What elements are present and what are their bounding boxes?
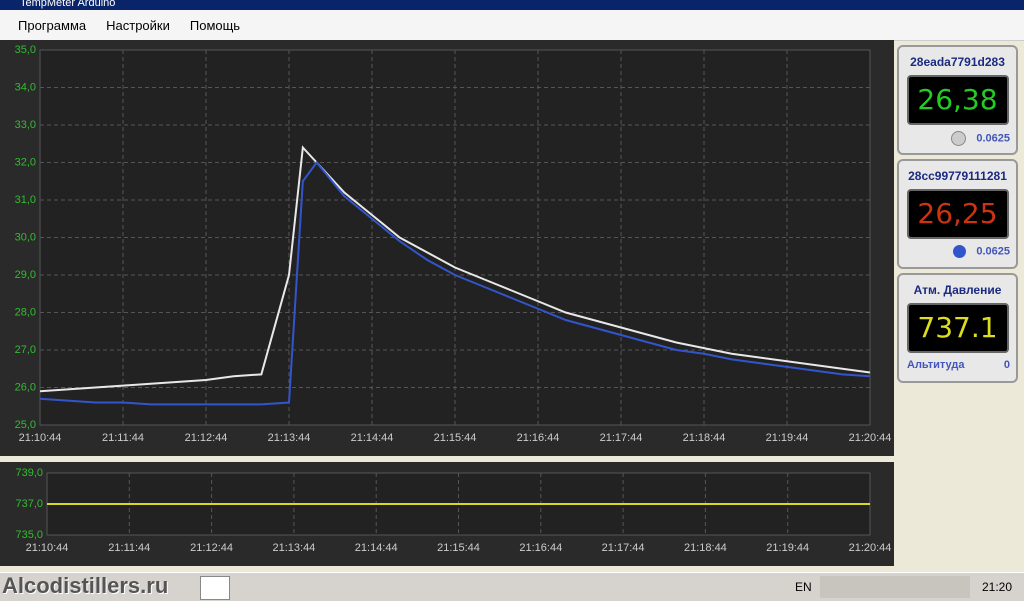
menu-item[interactable]: Помощь xyxy=(189,18,241,33)
x-tick-label: 21:11:44 xyxy=(102,432,144,444)
menu-item[interactable]: Настройки xyxy=(106,18,170,33)
y-tick-label: 33,0 xyxy=(15,119,36,131)
x-tick-label: 21:17:44 xyxy=(600,432,643,444)
x-tick-label: 21:18:44 xyxy=(684,542,727,554)
x-tick-label: 21:13:44 xyxy=(272,542,315,554)
y-tick-label: 29,0 xyxy=(15,269,36,281)
y-tick-label: 30,0 xyxy=(15,231,36,243)
y-tick-label: 28,0 xyxy=(15,306,36,318)
sensor-panel: 28cc99779111281 26,25 0.0625 xyxy=(897,159,1018,269)
x-tick-label: 21:13:44 xyxy=(268,432,311,444)
pressure-panel: Атм. Давление 737.1 Альтитуда 0 xyxy=(897,273,1018,383)
color-indicator[interactable] xyxy=(953,245,967,258)
x-tick-label: 21:19:44 xyxy=(766,432,809,444)
pressure-chart: 735,0 737,0 739,0 21:10:44 21:11:44 21:12:44 2… xyxy=(0,462,894,566)
altitude-label: Альтитуда xyxy=(907,359,965,371)
x-tick-label: 21:17:44 xyxy=(602,542,645,554)
tray-icons xyxy=(820,576,970,598)
altitude-row: Альтитуда 0 xyxy=(907,359,1010,371)
x-tick-label: 21:20:44 xyxy=(849,542,892,554)
y-tick-label: 32,0 xyxy=(15,156,36,168)
x-tick-label: 21:12:44 xyxy=(190,542,233,554)
y-tick-label: 27,0 xyxy=(15,344,36,356)
x-tick-label: 21:11:44 xyxy=(108,542,150,554)
sensor-resolution: 0.0625 xyxy=(899,245,1010,258)
series-line xyxy=(39,145,871,393)
x-tick-label: 21:14:44 xyxy=(351,432,394,444)
x-tick-label: 21:15:44 xyxy=(434,432,477,444)
resolution: 0.0625 xyxy=(976,132,1010,145)
watermark: Alcodistillers.ru xyxy=(2,573,169,598)
sensor-id: 28eada7791d283 xyxy=(910,55,1005,69)
y-tick-label: 737,0 xyxy=(15,498,43,510)
x-tick-label: 21:20:44 xyxy=(849,432,892,444)
series-line xyxy=(39,160,871,406)
menu-item[interactable]: Программа xyxy=(18,18,87,33)
x-tick-label: 21:14:44 xyxy=(355,542,398,554)
menu-bar: Программа Настройки Помощь xyxy=(0,10,1024,41)
color-indicator[interactable] xyxy=(951,131,967,146)
y-tick-label: 25,0 xyxy=(15,419,36,431)
title-bar: TempMeter Arduino xyxy=(0,0,1024,10)
x-tick-label: 21:18:44 xyxy=(683,432,726,444)
sensor-value: 26,25 xyxy=(906,189,1009,239)
pressure-value: 737.1 xyxy=(906,303,1009,353)
x-tick-label: 21:12:44 xyxy=(185,432,228,444)
x-tick-label: 21:10:44 xyxy=(26,542,69,554)
sensor-id: 28cc99779111281 xyxy=(908,169,1007,183)
temperature-chart: 25,0 26,0 27,0 28,0 29,0 30,0 31,0 32,0 33,0 34,0… xyxy=(0,40,894,456)
resolution: 0.0625 xyxy=(976,245,1010,258)
sensor-resolution: 0.0625 xyxy=(899,131,1010,146)
taskbar: Alcodistillers.ru EN 21:20 xyxy=(0,572,1024,601)
y-tick-label: 735,0 xyxy=(15,529,43,541)
y-tick-label: 31,0 xyxy=(15,194,36,206)
pressure-title: Атм. Давление xyxy=(913,283,1002,297)
x-tick-label: 21:15:44 xyxy=(437,542,480,554)
task-button[interactable] xyxy=(200,576,230,600)
x-tick-label: 21:19:44 xyxy=(766,542,809,554)
y-tick-label: 739,0 xyxy=(15,467,43,479)
sensor-value: 26,38 xyxy=(906,75,1009,125)
sensor-panel: 28eada7791d283 26,38 0.0625 xyxy=(897,45,1018,155)
y-tick-label: 26,0 xyxy=(15,381,36,393)
clock: 21:20 xyxy=(982,580,1013,594)
x-tick-label: 21:16:44 xyxy=(517,432,560,444)
altitude-value: 0 xyxy=(1003,359,1010,371)
x-tick-label: 21:16:44 xyxy=(519,542,562,554)
y-tick-label: 35,0 xyxy=(15,44,36,56)
y-tick-label: 34,0 xyxy=(15,81,36,93)
language[interactable]: EN xyxy=(795,580,812,594)
x-tick-label: 21:10:44 xyxy=(19,432,62,444)
